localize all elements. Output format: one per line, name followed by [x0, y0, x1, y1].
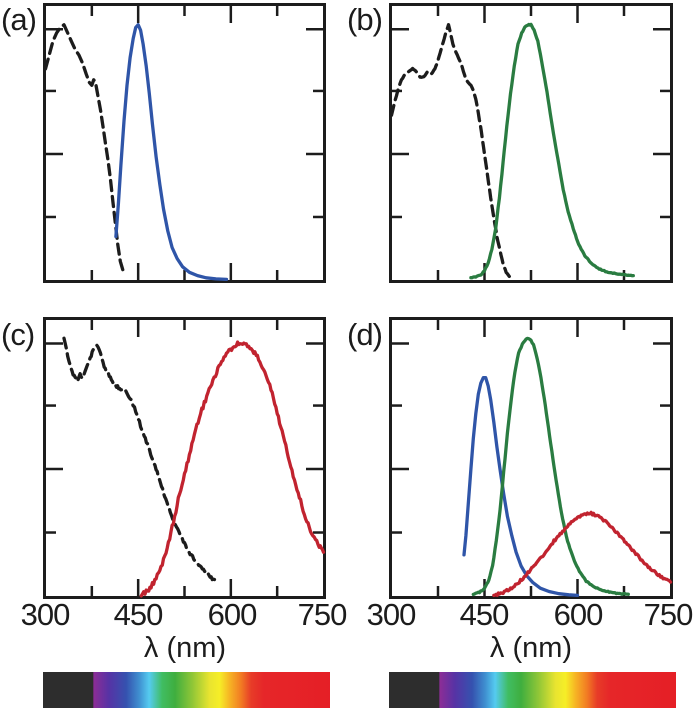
- spectrum-colorbar-right: [389, 672, 676, 708]
- panel-b-label: (b): [347, 2, 383, 37]
- curve-b-absorbance: [389, 23, 511, 279]
- panel-d-plot: [389, 317, 673, 599]
- panel-a-plot: [43, 3, 326, 283]
- x-tick-label-750-left: 750: [297, 597, 348, 632]
- panel-c-label: (c): [1, 317, 35, 352]
- panel-b-plot: [389, 3, 673, 283]
- curve-c-emission-red: [139, 340, 326, 598]
- x-tick-label-300-left: 300: [20, 597, 71, 632]
- spectrum-colorbar-left: [43, 672, 330, 708]
- curve-a-emission-blue: [114, 23, 229, 282]
- curve-d-emission-red: [492, 510, 673, 598]
- x-tick-label-750-right: 750: [643, 597, 694, 632]
- x-axis-title-left: λ (nm): [143, 632, 227, 664]
- x-tick-label-450-right: 450: [459, 597, 510, 632]
- curve-a-absorbance: [43, 23, 127, 277]
- curve-c-absorbance: [62, 336, 219, 584]
- x-tick-label-600-right: 600: [553, 597, 604, 632]
- x-tick-label-450-left: 450: [113, 597, 164, 632]
- panel-d-label: (d): [347, 317, 383, 352]
- x-axis-title-right: λ (nm): [489, 632, 573, 664]
- curve-b-emission-green: [469, 22, 635, 280]
- panel-a-label: (a): [1, 2, 37, 37]
- x-tick-label-600-left: 600: [207, 597, 258, 632]
- curve-d-emission-blue: [462, 376, 580, 598]
- panel-c-plot: [43, 317, 326, 599]
- x-tick-label-300-right: 300: [366, 597, 417, 632]
- curve-d-emission-green: [471, 336, 630, 597]
